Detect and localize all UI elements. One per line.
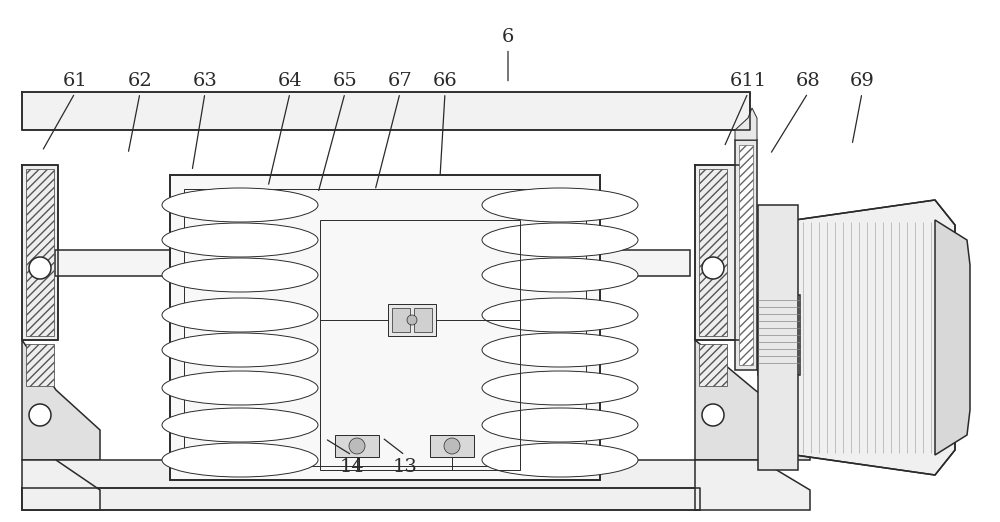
Bar <box>430 435 474 457</box>
Ellipse shape <box>482 258 638 292</box>
Ellipse shape <box>482 443 638 477</box>
Bar <box>414 308 432 332</box>
Bar <box>758 295 800 375</box>
Bar <box>735 140 757 370</box>
Polygon shape <box>22 165 58 340</box>
Circle shape <box>349 438 365 454</box>
Text: 6: 6 <box>502 28 514 45</box>
Text: 67: 67 <box>388 72 412 90</box>
Text: 611: 611 <box>729 72 767 90</box>
Bar <box>758 205 798 470</box>
Ellipse shape <box>162 188 318 222</box>
Text: 61: 61 <box>63 72 87 90</box>
Circle shape <box>407 315 417 325</box>
Ellipse shape <box>482 333 638 367</box>
Bar <box>600 250 690 276</box>
Bar <box>55 250 170 276</box>
Bar <box>320 220 520 470</box>
Polygon shape <box>795 200 955 475</box>
Polygon shape <box>22 92 750 130</box>
Circle shape <box>29 257 51 279</box>
Polygon shape <box>55 460 700 490</box>
Circle shape <box>702 404 724 426</box>
Ellipse shape <box>162 371 318 405</box>
Ellipse shape <box>162 258 318 292</box>
Ellipse shape <box>482 298 638 332</box>
Bar <box>26 169 54 336</box>
Text: 13: 13 <box>393 458 417 476</box>
Text: 63: 63 <box>193 72 217 90</box>
Text: 14: 14 <box>340 458 364 476</box>
Bar <box>699 344 727 386</box>
Bar <box>184 189 586 466</box>
Bar <box>699 169 727 336</box>
Bar <box>170 175 600 480</box>
Polygon shape <box>22 488 700 510</box>
Text: 62: 62 <box>128 72 152 90</box>
Bar <box>739 145 753 365</box>
Text: 66: 66 <box>433 72 457 90</box>
Text: 68: 68 <box>796 72 820 90</box>
Polygon shape <box>935 220 970 455</box>
Ellipse shape <box>162 443 318 477</box>
Ellipse shape <box>482 223 638 257</box>
Ellipse shape <box>162 333 318 367</box>
Bar <box>392 308 410 332</box>
Bar <box>26 344 54 386</box>
Ellipse shape <box>162 298 318 332</box>
Polygon shape <box>735 108 757 140</box>
Circle shape <box>702 257 724 279</box>
Circle shape <box>444 438 460 454</box>
Bar <box>388 304 436 336</box>
Ellipse shape <box>482 188 638 222</box>
Ellipse shape <box>482 371 638 405</box>
Text: 69: 69 <box>850 72 874 90</box>
Ellipse shape <box>162 408 318 442</box>
Polygon shape <box>695 460 810 510</box>
Polygon shape <box>22 340 100 460</box>
Ellipse shape <box>162 223 318 257</box>
Circle shape <box>29 404 51 426</box>
Text: 64: 64 <box>278 72 302 90</box>
Bar <box>335 435 379 457</box>
Polygon shape <box>695 165 750 340</box>
Polygon shape <box>22 460 100 510</box>
Text: 65: 65 <box>333 72 357 90</box>
Ellipse shape <box>482 408 638 442</box>
Polygon shape <box>695 340 810 460</box>
